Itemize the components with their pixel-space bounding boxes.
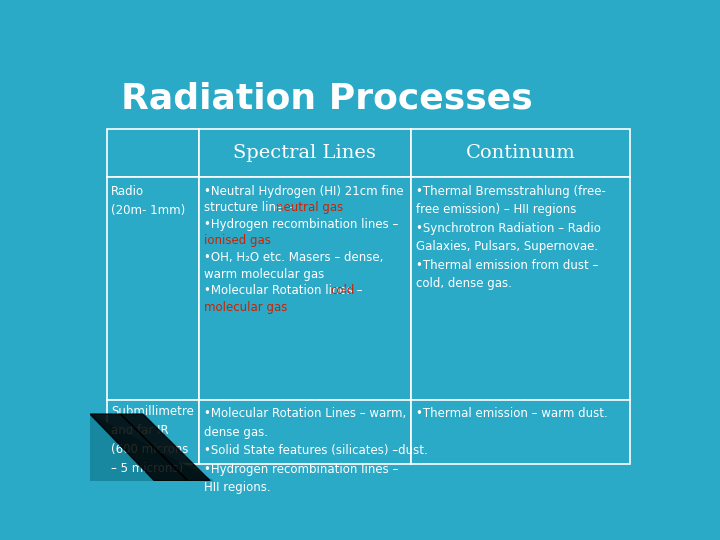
Text: •Molecular Rotation lines –: •Molecular Rotation lines – [204,285,366,298]
Polygon shape [90,414,188,481]
Text: •Thermal emission – warm dust.: •Thermal emission – warm dust. [416,407,608,420]
Bar [199,129,411,177]
Text: ionised gas: ionised gas [204,234,271,247]
Text: warm molecular gas: warm molecular gas [204,268,325,281]
Bar [199,400,411,464]
Text: Continuum: Continuum [466,144,575,162]
Text: cold: cold [330,285,354,298]
Text: •Neutral Hydrogen (HI) 21cm fine: •Neutral Hydrogen (HI) 21cm fine [204,185,404,198]
Bar [411,400,630,464]
Text: Spectral Lines: Spectral Lines [233,144,377,162]
Polygon shape [121,414,210,481]
Text: structure line –: structure line – [204,201,297,214]
Bar [107,400,199,464]
Bar [411,177,630,400]
Polygon shape [90,414,213,481]
Bar [411,129,630,177]
Text: •Hydrogen recombination lines –: •Hydrogen recombination lines – [204,218,399,231]
Text: neutral gas: neutral gas [276,201,343,214]
Text: Submillimetre
and far IR
(600 microns
– 5 microns): Submillimetre and far IR (600 microns – … [111,404,194,475]
Text: Radiation Processes: Radiation Processes [121,82,533,116]
Text: •OH, H₂O etc. Masers – dense,: •OH, H₂O etc. Masers – dense, [204,251,384,264]
Text: molecular gas: molecular gas [204,301,288,314]
Bar [199,177,411,400]
Text: Radio
(20m- 1mm): Radio (20m- 1mm) [111,185,186,217]
Text: •Molecular Rotation Lines – warm,
dense gas.
•Solid State features (silicates) –: •Molecular Rotation Lines – warm, dense … [204,407,428,494]
Bar [107,177,199,400]
Bar [107,129,199,177]
Text: •Thermal Bremsstrahlung (free-
free emission) – HII regions
•Synchrotron Radiati: •Thermal Bremsstrahlung (free- free emis… [416,185,606,290]
